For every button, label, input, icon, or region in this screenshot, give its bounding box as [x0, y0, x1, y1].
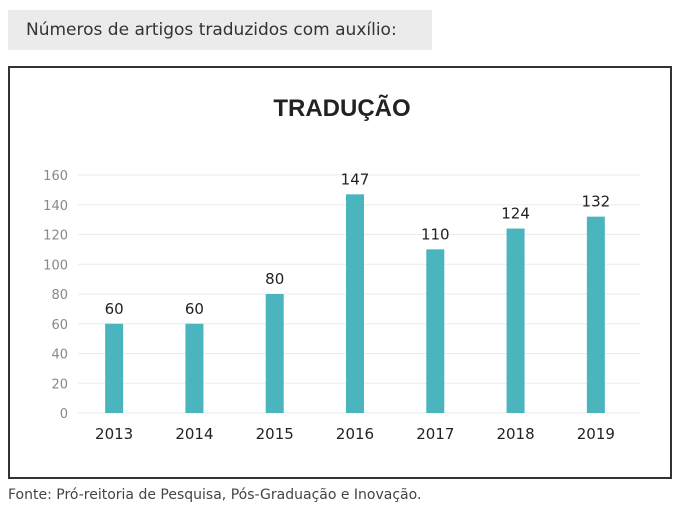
data-label-2014: 60 [185, 300, 204, 318]
y-tick-label: 80 [51, 288, 68, 303]
data-label-2019: 132 [582, 193, 611, 211]
x-axis-ticks: 2013 2014 2015 2016 2017 2018 2019 [95, 425, 615, 443]
x-tick-label-2014: 2014 [175, 425, 213, 443]
chart-title: TRADUÇÃO [273, 94, 410, 122]
y-tick-label: 20 [51, 377, 68, 392]
x-tick-label-2018: 2018 [496, 425, 534, 443]
bar-2014 [185, 323, 204, 413]
x-tick-label-2019: 2019 [577, 425, 615, 443]
bar-2018 [506, 228, 525, 413]
y-tick-label: 0 [60, 407, 68, 422]
bar-2015 [265, 294, 284, 413]
data-labels: 60 60 80 147 110 124 132 [105, 170, 611, 317]
source-note: Fonte: Pró-reitoria de Pesquisa, Pós-Gra… [8, 487, 422, 503]
data-label-2017: 110 [421, 225, 450, 243]
x-tick-label-2016: 2016 [336, 425, 374, 443]
y-tick-label: 140 [43, 199, 68, 214]
x-tick-label-2015: 2015 [256, 425, 294, 443]
bar-2017 [426, 249, 445, 413]
data-label-2018: 124 [501, 205, 530, 223]
chart-frame: TRADUÇÃO 0 20 40 60 80 100 120 140 160 60 60 80 147… [8, 66, 672, 479]
bar-2016 [346, 194, 364, 413]
x-tick-label-2017: 2017 [416, 425, 454, 443]
y-tick-label: 40 [51, 348, 68, 363]
data-label-2015: 80 [265, 270, 284, 288]
chart-heading: Números de artigos traduzidos com auxíli… [8, 10, 432, 50]
data-label-2016: 147 [341, 170, 370, 188]
data-label-2013: 60 [105, 300, 124, 318]
y-axis-ticks: 0 20 40 60 80 100 120 140 160 [43, 169, 68, 422]
x-tick-label-2013: 2013 [95, 425, 133, 443]
bar-2013 [105, 323, 124, 413]
y-tick-label: 100 [43, 258, 68, 273]
bars [105, 194, 605, 413]
bar-2019 [586, 216, 605, 413]
y-tick-label: 60 [51, 318, 68, 333]
y-tick-label: 160 [43, 169, 68, 184]
bar-chart: TRADUÇÃO 0 20 40 60 80 100 120 140 160 60 60 80 147… [43, 94, 640, 443]
y-tick-label: 120 [43, 229, 68, 244]
